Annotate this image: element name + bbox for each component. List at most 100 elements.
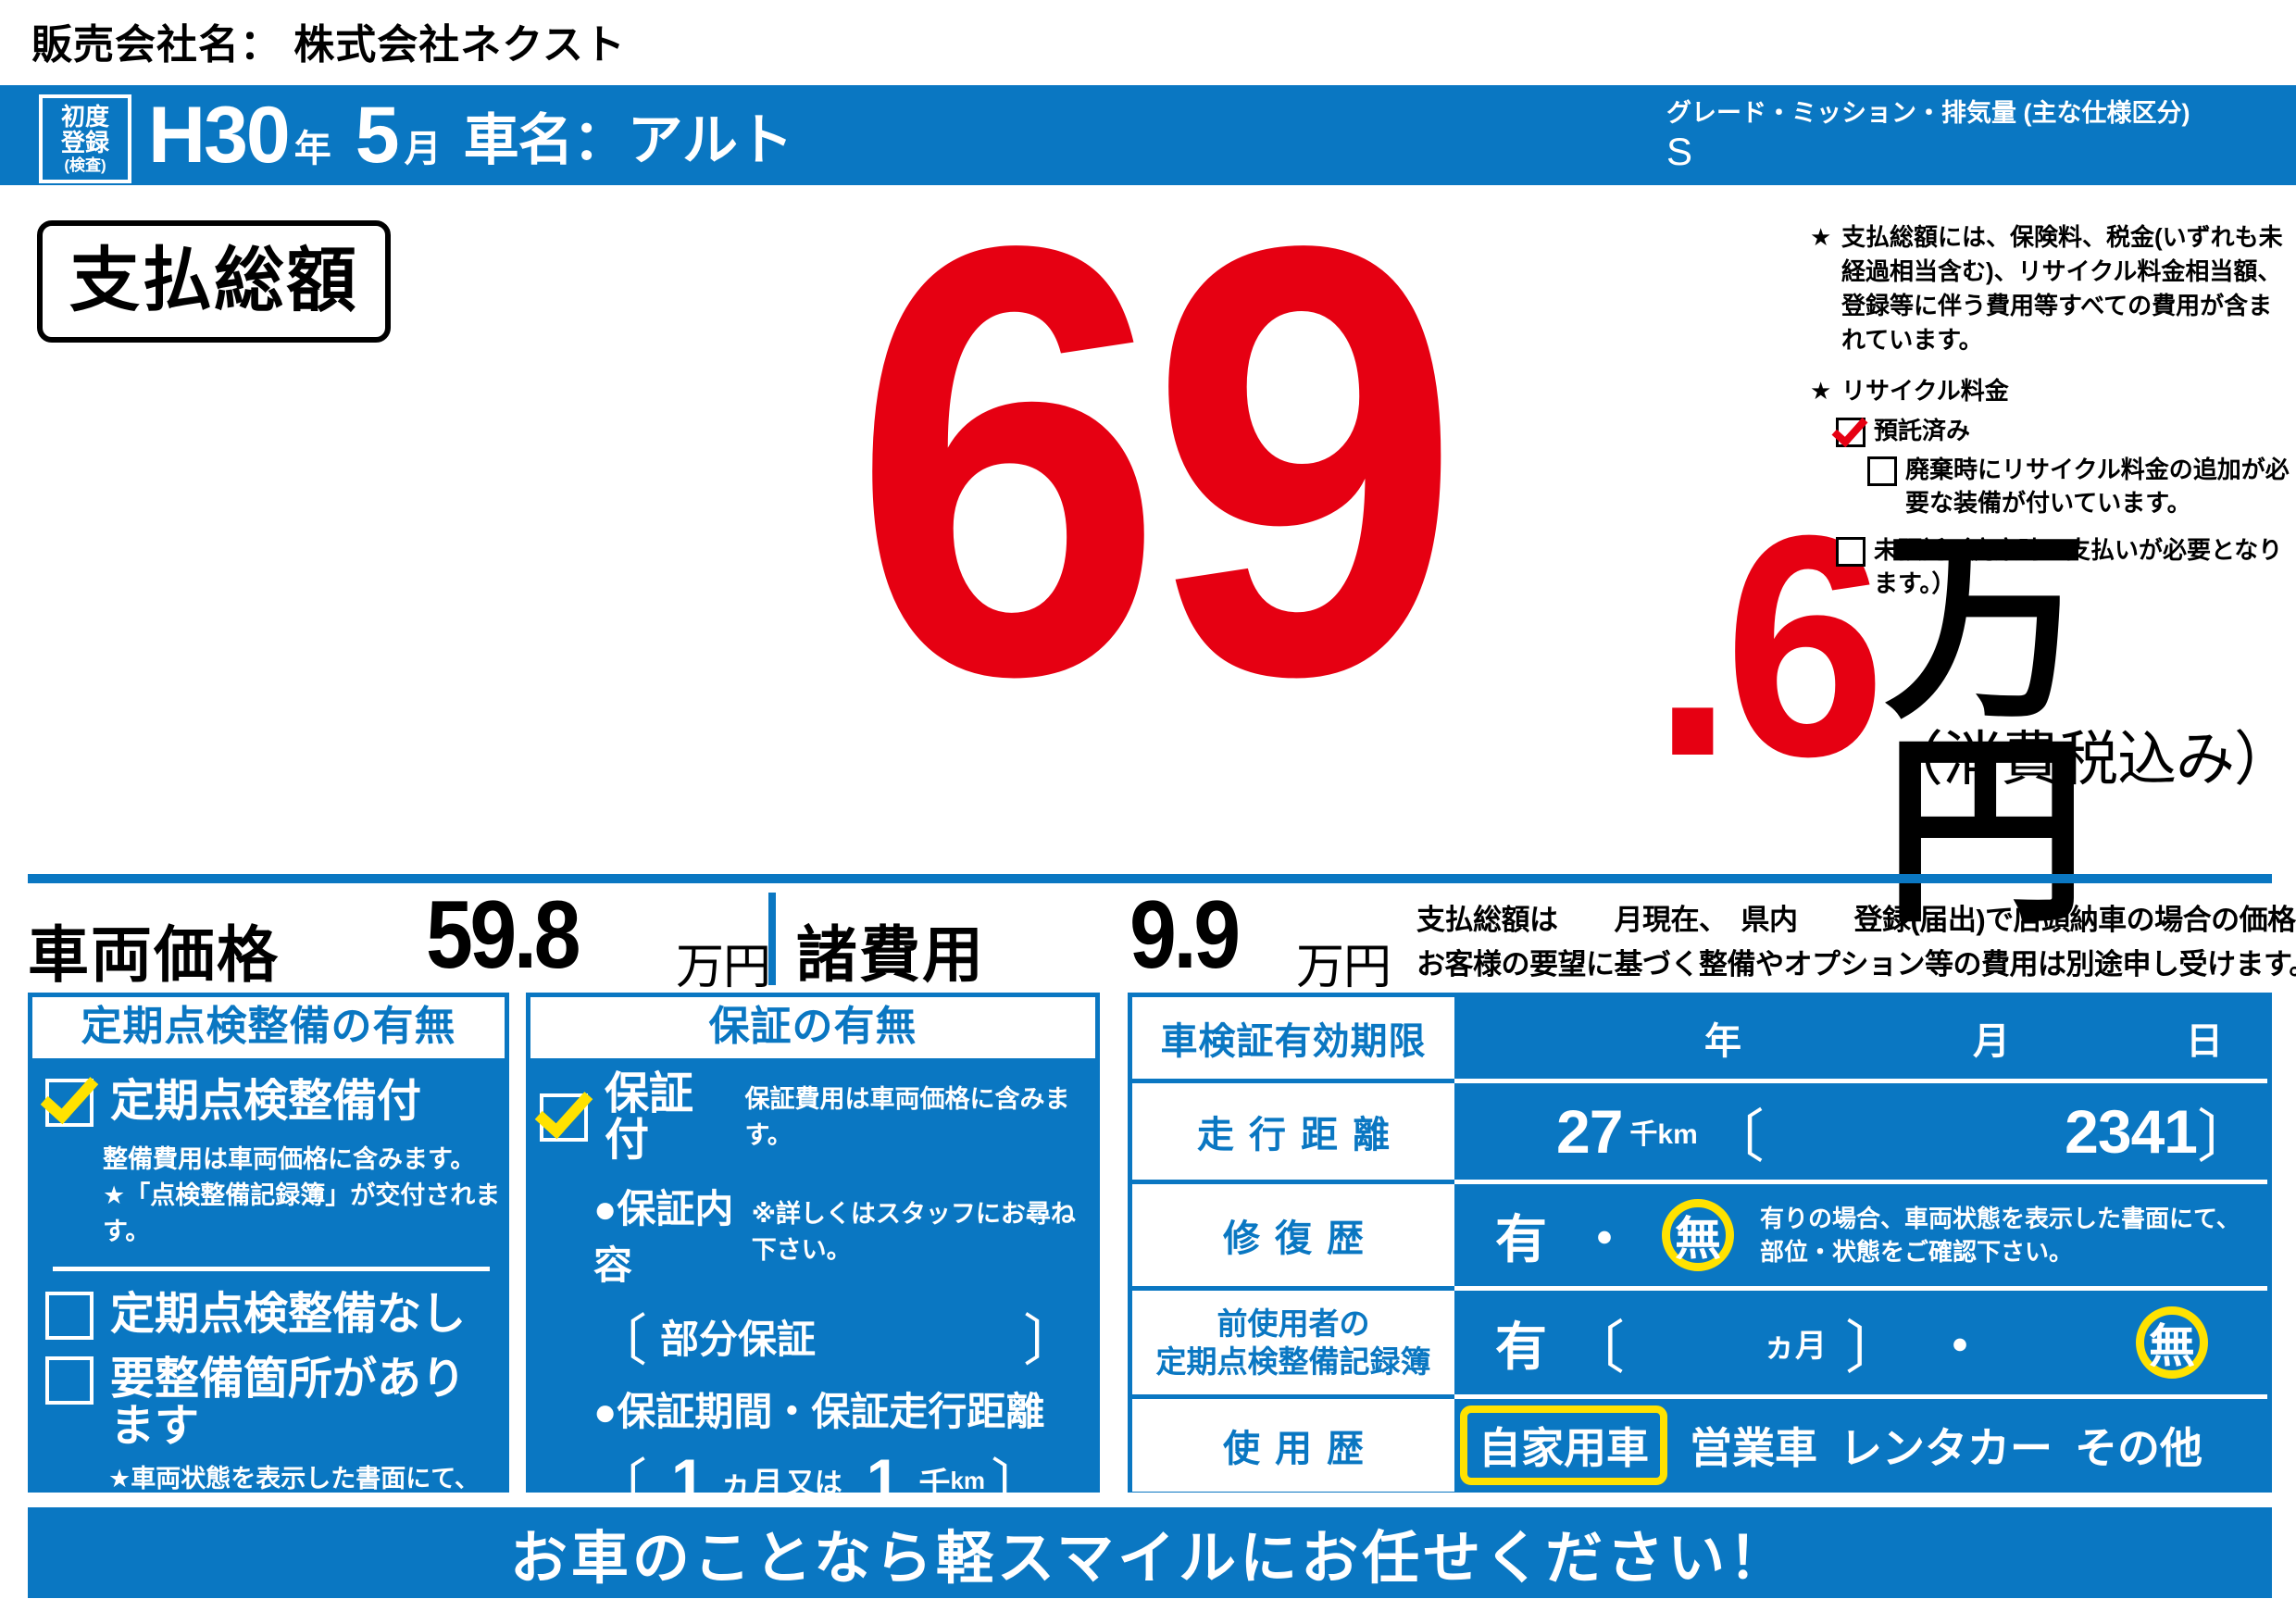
row-head-repair-history: 修復歴 [1132, 1184, 1454, 1286]
warranty-period-km-unit: 千 [918, 1466, 951, 1502]
usage-option-private-selected[interactable]: 自家用車 [1460, 1405, 1667, 1485]
price-row-top-rule [28, 874, 2272, 883]
inspection-panel: 定期点検整備の有無 定期点検整備付 整備費用は車両価格に含みます。 ★「点検整備… [28, 993, 509, 1529]
fees-unit: 万円 [1296, 941, 1391, 994]
prev-owner-dot: ・ [1934, 1317, 1987, 1376]
checkbox-empty-icon[interactable] [1867, 456, 1897, 486]
warranty-content-note: ※詳しくはスタッフにお尋ね下さい。 [751, 1199, 1076, 1264]
recycle-option-deposited-label: 預託済み [1874, 416, 1971, 444]
repair-history-yes[interactable]: 有 [1495, 1209, 1547, 1268]
note-total-price: ★ 支払総額には、保険料、税金(いずれも未経過相当含む)、リサイクル料金相当額、… [1810, 220, 2291, 357]
inspection-repair-note-1: ★車両状態を表示した書面にて、 [108, 1465, 480, 1493]
grade-caption: グレード・ミッション・排気量 (主な仕様区分) [1666, 99, 2190, 127]
total-price-integer: 69 [852, 119, 1462, 802]
prev-owner-yes[interactable]: 有 [1495, 1317, 1547, 1376]
note-recycle-fee: ★ リサイクル料金 預託済み 廃棄時にリサイクル料金の追加が必要な装備が付いてい… [1810, 374, 2291, 601]
bracket-close-icon-4: 〕 [1845, 1317, 1903, 1380]
registration-year: H30 [148, 90, 291, 180]
repair-history-note-1: 有りの場合、車両状態を表示した書面にて、 [1760, 1204, 2240, 1232]
usage-option-other[interactable]: その他 [2075, 1424, 2202, 1472]
checkbox-checked-icon[interactable] [45, 1079, 94, 1127]
warranty-period-or: 又は [786, 1468, 842, 1500]
price-note-line1: 支払総額は 月現在、 県内 登録(届出)で店頭納車の場合の価格です。 [1416, 904, 2296, 936]
prev-owner-head-line2: 定期点検整備記録簿 [1155, 1344, 1431, 1379]
repair-history-note-2: 部位・状態をご確認下さい。 [1760, 1238, 2074, 1266]
warranty-panel-title: 保証の有無 [530, 997, 1095, 1058]
recycle-option-not-deposited-label: 未預託（廃棄時に支払いが必要となります。） [1874, 535, 2283, 598]
recycle-option-deposited[interactable]: 預託済み [1810, 414, 2291, 447]
warranty-period-km-unit2: km [950, 1466, 986, 1494]
expiry-day-label: 日 [2186, 1021, 2223, 1062]
prev-owner-head-line1: 前使用者の [1217, 1305, 1370, 1341]
checkbox-empty-icon-2[interactable] [1836, 536, 1866, 567]
star-icon-2: ★ [1810, 376, 1832, 405]
fees-label: 諸費用 [796, 920, 985, 989]
warranty-period-bullet: ●保証期間・保証走行距離 [593, 1389, 1045, 1433]
total-price-badge-label: 支払総額 [69, 242, 358, 320]
expiry-year-label: 年 [1704, 1021, 1741, 1062]
recycle-option-not-deposited[interactable]: 未預託（廃棄時に支払いが必要となります。） [1810, 533, 2291, 601]
table-separator-2 [1132, 1180, 2267, 1184]
inspection-sub-note-2: ★「点検整備記録簿」が交付されます。 [103, 1181, 501, 1246]
table-separator-1 [1132, 1079, 2267, 1083]
bracket-close-icon-3: 〕 [2196, 1106, 2254, 1169]
table-row-mileage: 走行距離 27 千km 〔 2341 〕 [1132, 1083, 2267, 1180]
row-body-previous-owner-record: 有 〔 ヵ月 〕 ・ 無 [1454, 1291, 2267, 1394]
warranty-period-months-unit: ヵ月 [719, 1466, 783, 1502]
warranty-option-with[interactable]: 保証付 保証費用は車両価格に含みます。 [540, 1070, 1095, 1165]
row-body-usage-history: 自家用車 営業車 レンタカー その他 [1454, 1399, 2267, 1492]
repair-history-note: 有りの場合、車両状態を表示した書面にて、 部位・状態をご確認下さい。 [1760, 1202, 2240, 1269]
repair-history-no-selected[interactable]: 無 [1662, 1199, 1734, 1271]
row-head-usage-history: 使用歴 [1132, 1399, 1454, 1492]
inspection-option-with[interactable]: 定期点検整備付 [45, 1078, 505, 1127]
inspection-sub-note-1: 整備費用は車両価格に含みます。 [103, 1145, 476, 1173]
note-recycle-title: リサイクル料金 [1841, 376, 2009, 405]
warranty-content-bullet: ●保証内容 [593, 1186, 734, 1287]
recycle-option-extra-equipment-label: 廃棄時にリサイクル料金の追加が必要な装備が付いています。 [1905, 455, 2290, 518]
warranty-period-km: 1 [866, 1446, 901, 1516]
grade-block: グレード・ミッション・排気量 (主な仕様区分) S [1666, 93, 2190, 171]
expiry-month-label: 月 [1973, 1021, 2010, 1062]
checkbox-empty-icon-2[interactable] [45, 1356, 94, 1405]
row-head-inspection-expiry: 車検証有効期限 [1132, 997, 1454, 1079]
row-body-repair-history: 有 ・ 無 有りの場合、車両状態を表示した書面にて、 部位・状態をご確認下さい。 [1454, 1184, 2267, 1286]
usage-option-commercial[interactable]: 営業車 [1690, 1424, 1817, 1472]
month-unit-label: 月 [404, 129, 442, 169]
footer-text: お車のことなら軽スマイルにお任せください！ [509, 1527, 1791, 1591]
usage-option-rental[interactable]: レンタカー [1840, 1424, 2053, 1472]
row-head-previous-owner-record: 前使用者の 定期点検整備記録簿 [1132, 1291, 1454, 1394]
vehicle-price-value: 59.8 [426, 881, 581, 989]
table-row-usage-history: 使用歴 自家用車 営業車 レンタカー その他 [1132, 1399, 2267, 1492]
price-divider [768, 893, 776, 985]
footer-banner: お車のことなら軽スマイルにお任せください！ [28, 1507, 2272, 1598]
bracket-close-icon-2: 〕 [991, 1454, 1047, 1517]
car-name-value: アルト [627, 108, 794, 171]
registration-badge: 初度 登録 (検査) [39, 94, 131, 183]
inspection-panel-title: 定期点検整備の有無 [32, 997, 505, 1058]
inspection-option-needs-repair[interactable]: 要整備箇所があります [45, 1356, 505, 1450]
bracket-open-icon-3: 〔 [1706, 1106, 1765, 1169]
checkbox-checked-icon[interactable] [540, 1093, 588, 1143]
table-row-previous-owner-record: 前使用者の 定期点検整備記録簿 有 〔 ヵ月 〕 ・ 無 [1132, 1291, 2267, 1394]
vehicle-info-table: 車検証有効期限 年 月 日 走行距離 27 千km 〔 2341 〕 [1128, 993, 2272, 1493]
vehicle-price-unit: 万円 [676, 941, 771, 994]
prev-owner-no-selected[interactable]: 無 [2136, 1306, 2208, 1379]
inspection-option-without-label: 定期点検整備なし [110, 1290, 467, 1340]
checkbox-empty-icon[interactable] [45, 1292, 94, 1341]
disclosure-notes: ★ 支払総額には、保険料、税金(いずれも未経過相当含む)、リサイクル料金相当額、… [1810, 220, 2291, 617]
row-head-mileage: 走行距離 [1132, 1083, 1454, 1180]
reg-badge-line2: 登録 [60, 129, 109, 156]
dealer-name: 販売会社名： 株式会社ネクスト [31, 22, 626, 68]
checkbox-checked-icon[interactable] [1836, 417, 1866, 447]
bracket-open-icon-4: 〔 [1567, 1317, 1626, 1380]
bracket-open-icon: 〔 [592, 1309, 647, 1372]
repair-history-dot: ・ [1578, 1209, 1630, 1268]
header-band: 初度 登録 (検査) H30 年 5 月 車名： アルト グレード・ミッション・… [0, 85, 2296, 185]
recycle-option-extra-equipment[interactable]: 廃棄時にリサイクル料金の追加が必要な装備が付いています。 [1810, 453, 2291, 520]
mileage-unit: 千km [1629, 1119, 1698, 1150]
inspection-option-without[interactable]: 定期点検整備なし [45, 1290, 505, 1341]
table-separator-3 [1132, 1286, 2267, 1291]
registration-month: 5 [355, 90, 400, 180]
row-body-inspection-expiry: 年 月 日 [1454, 997, 2267, 1079]
